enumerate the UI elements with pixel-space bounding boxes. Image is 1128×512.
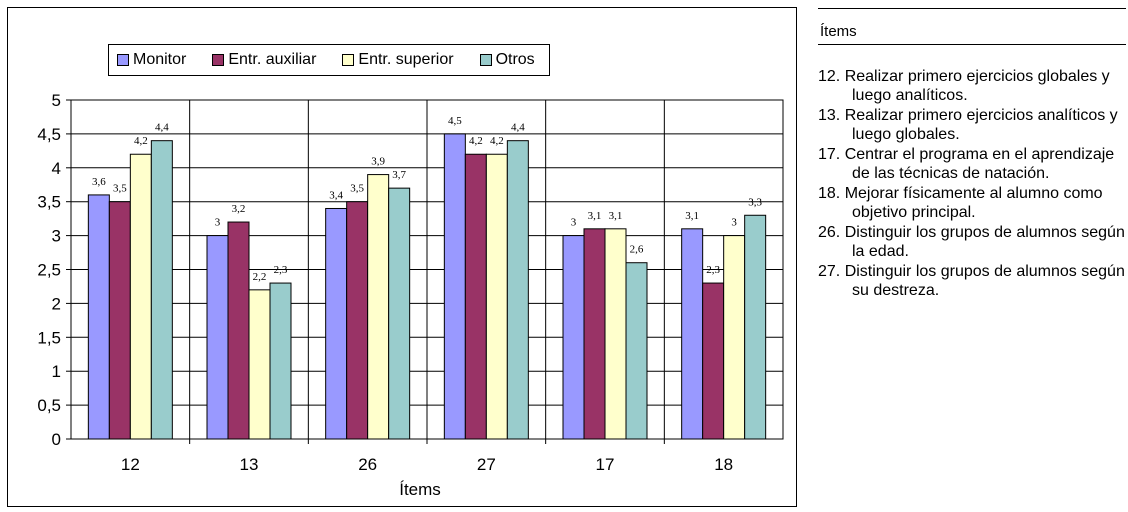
bar [87,194,110,440]
x-axis-label: Ítems [399,480,441,499]
y-tick-label: 2,5 [37,261,61,280]
data-label: 3,1 [588,210,602,222]
list-item: 26. Distinguir los grupos de alumnos seg… [818,224,1125,260]
x-tick-label: 17 [596,455,615,474]
legend-label: Monitor [133,51,187,68]
data-label: 3,1 [685,210,699,222]
bar [583,228,606,440]
data-label: 3 [571,217,577,229]
data-label: 3 [731,217,737,229]
bar [702,282,725,440]
data-label: 4,5 [448,115,462,127]
x-tick-label: 18 [714,455,733,474]
data-label: 4,2 [490,135,504,147]
data-label: 3,4 [329,189,343,201]
bar [150,140,173,440]
bar [506,140,529,440]
data-label: 2,3 [706,264,720,276]
x-tick-label: 13 [240,455,259,474]
data-label: 3,3 [748,196,762,208]
list-item: 27. Distinguir los grupos de alumnos seg… [818,263,1125,299]
chart-frame: 0 0,5 1 1,5 2 2,5 3 3,5 4 4,5 5 3,6 3,5 4,2 4,4 12 3 3,2 2… [7,7,797,507]
x-tick-label: 26 [358,455,377,474]
legend-swatch [342,54,355,66]
legend-item-monitor: Monitor [117,51,186,69]
y-tick-label: 1,5 [37,328,61,347]
y-tick-label: 0 [52,430,61,449]
data-label: 4,2 [134,135,148,147]
list-item: 13. Realizar primero ejercicios analític… [818,107,1118,143]
bar [108,201,131,440]
bar [269,282,292,440]
y-tick-label: 2 [52,294,61,313]
bar-chart: 0 0,5 1 1,5 2 2,5 3 3,5 4 4,5 5 3,6 3,5 4,2 4,4 12 3 3,2 2… [37,91,784,499]
bar [485,153,508,440]
data-label: 4,2 [469,135,483,147]
y-tick-label: 4,5 [37,125,61,144]
items-panel: Ítems 12. Realizar primero ejercicios gl… [818,8,1126,301]
data-label: 3,2 [232,203,246,215]
bar [227,221,250,440]
plot-border [70,99,784,440]
legend-swatch [212,54,225,66]
bar [604,228,627,440]
list-item: 17. Centrar el programa en el aprendizaj… [818,146,1115,182]
legend-label: Entr. superior [358,51,454,68]
data-label: 3,5 [350,183,364,195]
data-label: 3,1 [609,210,623,222]
legend-item-entr-superior: Entr. superior [342,51,454,69]
chart-legend: Monitor Entr. auxiliar Entr. superior Ot… [108,44,550,76]
data-label: 4,4 [511,122,525,134]
y-tick-label: 0,5 [37,396,61,415]
legend-item-entr-auxiliar: Entr. auxiliar [212,51,316,69]
y-tick-label: 1 [52,362,61,381]
data-label: 3,5 [113,183,127,195]
bar [388,187,411,440]
data-label: 2,3 [274,264,288,276]
y-tick-label: 3 [52,227,61,246]
data-label: 3,6 [92,176,106,188]
bar [723,235,746,440]
bar [681,228,704,440]
legend-swatch [479,54,492,66]
bar [346,201,369,440]
list-item: 12. Realizar primero ejercicios globales… [818,68,1110,104]
legend-label: Entr. auxiliar [228,51,317,68]
bar [625,262,648,440]
y-tick-label: 5 [52,91,61,110]
bar [367,174,390,440]
bar [464,153,487,440]
bar [443,133,466,440]
bar [129,153,152,440]
panel-title: Ítems [818,8,1126,45]
bar [744,214,767,440]
data-label: 3,9 [371,156,385,168]
bar [248,289,271,440]
x-tick-label: 27 [477,455,496,474]
data-label: 3,7 [392,169,406,181]
x-tick-label: 12 [121,455,140,474]
legend-item-otros: Otros [479,51,535,69]
bar [325,207,348,440]
list-item: 18. Mejorar físicamente al alumno como o… [818,185,1103,221]
y-tick-label: 3,5 [37,193,61,212]
bar [562,235,585,440]
data-label: 2,2 [253,271,267,283]
data-label: 2,6 [630,244,644,256]
items-list: 12. Realizar primero ejercicios globales… [818,67,1126,300]
data-label: 4,4 [155,122,169,134]
y-tick-label: 4 [52,159,61,178]
bar [206,235,229,440]
legend-label: Otros [495,51,535,68]
data-label: 3 [215,217,221,229]
legend-swatch [117,54,129,66]
